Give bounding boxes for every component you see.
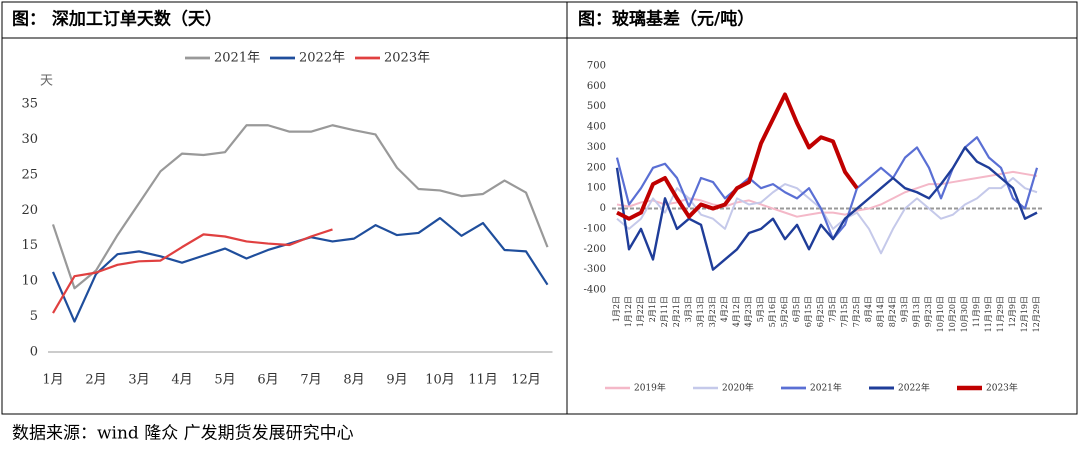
x-tick-label: 11月19日 (984, 296, 993, 332)
x-tick-label: 1月2日 (612, 296, 621, 322)
y-tick-label: 30 (21, 132, 38, 147)
legend-label: 2023年 (384, 51, 430, 66)
x-tick-label: 10月 (425, 373, 455, 388)
legend-label: 2021年 (810, 382, 842, 394)
x-tick-label: 7月5日 (828, 296, 837, 322)
x-tick-label: 5月3日 (756, 296, 765, 322)
x-tick-label: 6月15日 (804, 296, 813, 327)
legend-label: 2019年 (634, 382, 666, 394)
x-tick-label: 5月26日 (780, 296, 789, 327)
x-tick-label: 10月20日 (948, 296, 957, 332)
x-tick-label: 11月9日 (972, 296, 981, 327)
x-tick-label: 8月14日 (876, 296, 885, 327)
x-tick-label: 12月 (511, 373, 541, 388)
x-tick-label: 8月 (343, 373, 364, 388)
x-tick-label: 10月10日 (936, 296, 945, 332)
chart-title: 图：玻璃基差（元/吨） (578, 9, 754, 30)
x-tick-label: 6月 (257, 373, 278, 388)
y-tick-label: -400 (584, 285, 606, 296)
x-tick-label: 12月29日 (1032, 296, 1041, 332)
y-tick-label: 20 (21, 203, 38, 218)
x-tick-label: 1月12日 (624, 296, 633, 327)
x-tick-label: 3月13日 (696, 296, 705, 327)
legend-label: 2023年 (986, 382, 1018, 394)
series-line (616, 170, 1038, 218)
series-line (51, 216, 549, 323)
x-tick-label: 7月25日 (852, 296, 861, 327)
x-tick-label: 7月15日 (840, 296, 849, 327)
series-line (615, 146, 1038, 271)
x-tick-label: 5月16日 (768, 296, 777, 327)
series-line (51, 124, 549, 290)
x-tick-label: 7月 (300, 373, 321, 388)
frame (1, 1, 1078, 415)
y-tick-label: 10 (21, 274, 38, 289)
y-tick-label: 600 (587, 81, 606, 92)
x-tick-label: 2月1日 (648, 296, 657, 322)
series-line (616, 92, 859, 221)
x-tick-label: 9月23日 (924, 296, 933, 327)
x-tick-label: 3月23日 (708, 296, 717, 327)
y-tick-label: 0 (30, 345, 38, 360)
x-tick-label: 6月5日 (792, 296, 801, 322)
y-tick-label: -300 (584, 264, 606, 275)
y-tick-label: 5 (30, 309, 38, 324)
legend-label: 2022年 (898, 382, 930, 394)
chart-title: 图： 深加工订单天数（天） (12, 9, 222, 30)
x-tick-label: 4月2日 (720, 296, 729, 322)
x-tick-label: 4月 (171, 373, 192, 388)
y-tick-label: 15 (21, 238, 38, 253)
y-axis-label: 天 (40, 74, 53, 89)
x-tick-label: 4月12日 (732, 296, 741, 327)
series-line (615, 136, 1039, 241)
series-line (616, 177, 1038, 255)
y-tick-label: -100 (584, 223, 606, 234)
x-tick-label: 12月19日 (1020, 296, 1029, 332)
y-tick-label: -200 (584, 244, 606, 255)
x-tick-label: 8月4日 (864, 296, 873, 322)
y-tick-label: 100 (587, 183, 606, 194)
x-tick-label: 11月 (468, 373, 498, 388)
x-tick-label: 9月 (386, 373, 407, 388)
x-tick-label: 4月23日 (744, 296, 753, 327)
x-tick-label: 2月 (85, 373, 106, 388)
y-tick-label: 400 (587, 122, 606, 133)
x-tick-label: 9月13日 (912, 296, 921, 327)
x-tick-label: 1月 (42, 373, 63, 388)
x-tick-label: 3月 (128, 373, 149, 388)
x-tick-label: 8月24日 (888, 296, 897, 327)
x-tick-label: 9月3日 (900, 296, 909, 322)
x-tick-label: 2月21日 (672, 296, 681, 327)
y-tick-label: 0 (600, 203, 606, 214)
legend-label: 2020年 (722, 382, 754, 394)
y-tick-label: 25 (21, 167, 38, 182)
legend-label: 2022年 (299, 51, 345, 66)
x-tick-label: 10月30日 (960, 296, 969, 332)
x-tick-label: 1月22日 (636, 296, 645, 327)
x-tick-label: 2月11日 (660, 296, 669, 327)
x-tick-label: 3月3日 (684, 296, 693, 322)
x-tick-label: 12月9日 (1008, 296, 1017, 327)
legend-label: 2021年 (214, 51, 260, 66)
y-tick-label: 300 (587, 142, 606, 153)
x-tick-label: 6月25日 (816, 296, 825, 327)
source-note: 数据来源：wind 隆众 广发期货发展研究中心 (12, 424, 354, 444)
y-tick-label: 700 (587, 61, 606, 72)
y-tick-label: 200 (587, 162, 606, 173)
y-tick-label: 35 (21, 97, 38, 112)
x-tick-label: 5月 (214, 373, 235, 388)
y-tick-label: 500 (587, 101, 606, 112)
x-tick-label: 11月29日 (996, 296, 1005, 332)
series-line (52, 228, 333, 314)
